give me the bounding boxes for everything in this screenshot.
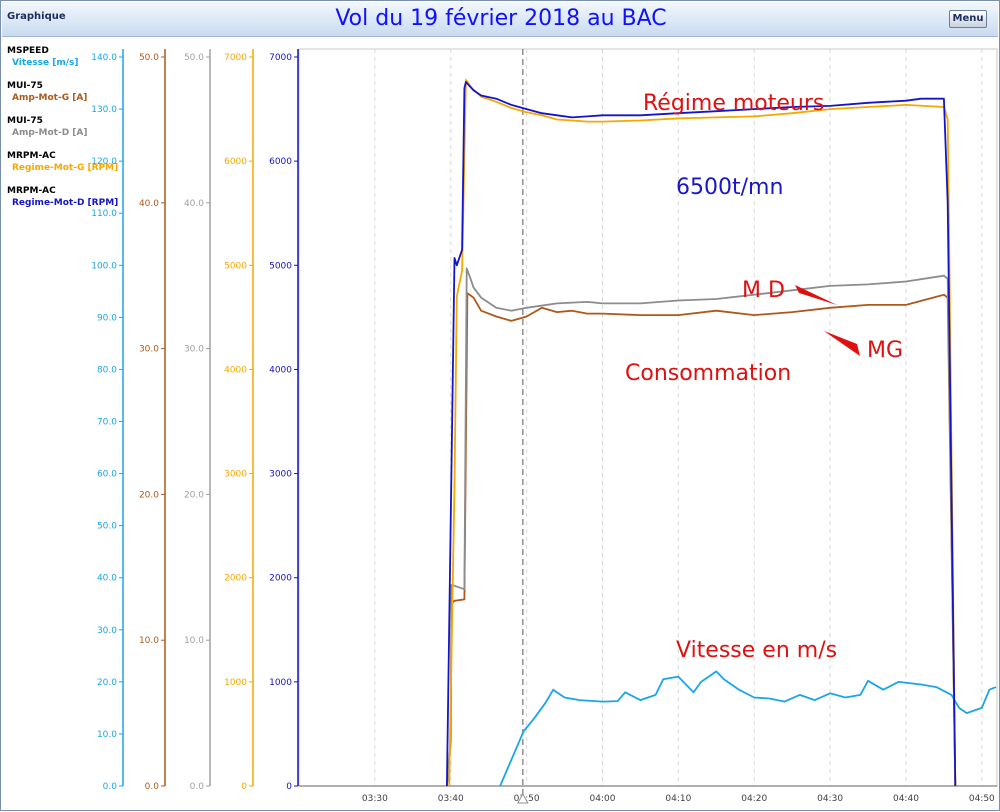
legend-channel: Regime-Mot-D [RPM] [12,198,119,208]
x-tick-label: 04:10 [665,794,691,804]
legend-entry-amp-mot-g[interactable]: MUI-75 Amp-Mot-G [A] [7,80,127,115]
y-tick-label: 20.0 [184,490,204,500]
annotation-label: MG [867,338,903,363]
y-tick-label: 2000 [269,574,292,584]
y-tick-label: 30.0 [139,345,159,355]
x-tick-label: 04:40 [893,794,919,804]
y-tick-label: 50.0 [139,53,159,63]
x-tick-label: 03:50 [514,794,540,804]
legend-entry-amp-mot-d[interactable]: MUI-75 Amp-Mot-D [A] [7,115,127,150]
legend-entry-regime-mot-g[interactable]: MRPM-AC Regime-Mot-G [RPM] [7,150,127,185]
legend-source: MUI-75 [7,116,43,126]
annotation-label: Consommation [625,361,791,386]
y-tick-label: 40.0 [184,199,204,209]
series-line-vitesse-m-s [499,670,997,787]
legend-source: MUI-75 [7,81,43,91]
y-tick-label: 130.0 [91,105,117,115]
legend-source: MRPM-AC [7,186,56,196]
x-tick-label: 04:20 [741,794,767,804]
y-tick-label: 1000 [269,678,292,688]
md-pointer-arrow [795,285,837,305]
legend: MSPEED Vitesse [m/s] MUI-75 Amp-Mot-G [A… [7,45,127,220]
y-tick-label: 50.0 [184,53,204,63]
legend-source: MSPEED [7,46,49,56]
legend-channel: Amp-Mot-D [A] [12,128,88,138]
window-titlebar [2,2,998,37]
annotation-label: M D [742,278,785,303]
x-tick-label: 03:30 [362,794,388,804]
legend-channel: Regime-Mot-G [RPM] [12,163,119,173]
y-tick-label: 10.0 [139,636,159,646]
x-tick-label: 04:50 [969,794,995,804]
legend-channel: Amp-Mot-G [A] [12,93,88,103]
y-tick-label: 80.0 [97,365,117,375]
y-tick-label: 60.0 [97,470,117,480]
y-tick-label: 0 [241,782,247,792]
legend-channel: Vitesse [m/s] [12,58,79,68]
y-tick-label: 10.0 [97,730,117,740]
y-tick-label: 0 [286,782,292,792]
y-tick-label: 120.0 [91,157,117,167]
y-tick-label: 110.0 [91,209,117,219]
y-tick-label: 7000 [269,53,292,63]
y-tick-label: 4000 [269,365,292,375]
y-tick-label: 30.0 [184,345,204,355]
y-tick-label: 3000 [224,470,247,480]
legend-entry-regime-mot-d[interactable]: MRPM-AC Regime-Mot-D [RPM] [7,185,127,220]
series-line-regime-mot-g-rpm [448,79,957,787]
y-tick-label: 140.0 [91,53,117,63]
y-tick-label: 0.0 [103,782,118,792]
x-tick-label: 04:30 [817,794,843,804]
plot-area [298,48,998,787]
y-tick-label: 0.0 [145,782,160,792]
y-tick-label: 2000 [224,574,247,584]
series-line-regime-mot-d-rpm [446,81,957,787]
menu-button[interactable]: Menu [949,10,987,28]
x-tick-label: 03:40 [438,794,464,804]
y-tick-label: 20.0 [139,490,159,500]
y-tick-label: 7000 [224,53,247,63]
y-tick-label: 5000 [224,261,247,271]
y-tick-label: 100.0 [91,261,117,271]
y-tick-label: 4000 [224,365,247,375]
y-tick-label: 90.0 [97,313,117,323]
legend-source: MRPM-AC [7,151,56,161]
y-tick-label: 50.0 [97,522,117,532]
y-tick-label: 1000 [224,678,247,688]
panel-name: Graphique [7,11,66,22]
y-tick-label: 40.0 [97,574,117,584]
y-tick-label: 0.0 [190,782,205,792]
annotation-label: Régime moteurs [643,91,824,116]
y-tick-label: 20.0 [97,678,117,688]
y-tick-label: 5000 [269,261,292,271]
annotation-label: 6500t/mn [676,175,783,200]
y-tick-label: 70.0 [97,418,117,428]
time-cursor-handle [516,792,529,804]
y-tick-label: 10.0 [184,636,204,646]
annotation-label: Vitesse en m/s [676,638,837,663]
y-tick-label: 6000 [224,157,247,167]
y-tick-label: 30.0 [97,626,117,636]
legend-entry-vitesse[interactable]: MSPEED Vitesse [m/s] [7,45,127,80]
chart-title: Vol du 19 février 2018 au BAC [335,6,667,31]
y-tick-label: 40.0 [139,199,159,209]
y-tick-label: 3000 [269,470,292,480]
x-tick-label: 04:00 [590,794,616,804]
mg-pointer-arrow [824,331,860,356]
series-line-amp-mot-d-a [446,267,957,787]
y-tick-label: 6000 [269,157,292,167]
